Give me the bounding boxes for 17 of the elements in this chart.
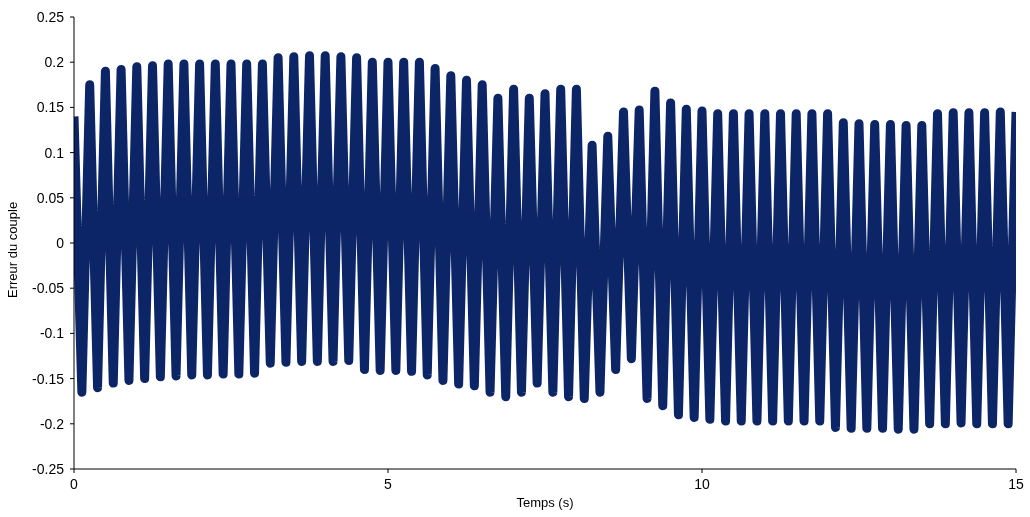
y-tick-label: -0.05	[32, 280, 65, 297]
y-tick-label: -0.2	[39, 415, 65, 432]
x-tick-label: 5	[384, 475, 393, 492]
x-tick-label: 15	[1008, 475, 1024, 492]
x-axis-title: Temps (s)	[516, 495, 574, 510]
y-tick-label: 0.25	[36, 8, 65, 25]
y-tick-label: 0.1	[44, 144, 65, 161]
x-tick-label: 0	[70, 475, 79, 492]
x-tick-label: 10	[694, 475, 710, 492]
y-tick-label: 0.15	[36, 99, 65, 116]
y-axis-title: Erreur du couple	[4, 201, 20, 298]
y-tick-label: 0.2	[44, 54, 65, 71]
y-tick-label: 0	[56, 234, 65, 251]
y-tick-label: -0.15	[32, 370, 65, 387]
y-tick-label: 0.05	[36, 189, 65, 206]
y-tick-label: -0.1	[39, 325, 65, 342]
y-tick-label: -0.25	[32, 460, 65, 477]
